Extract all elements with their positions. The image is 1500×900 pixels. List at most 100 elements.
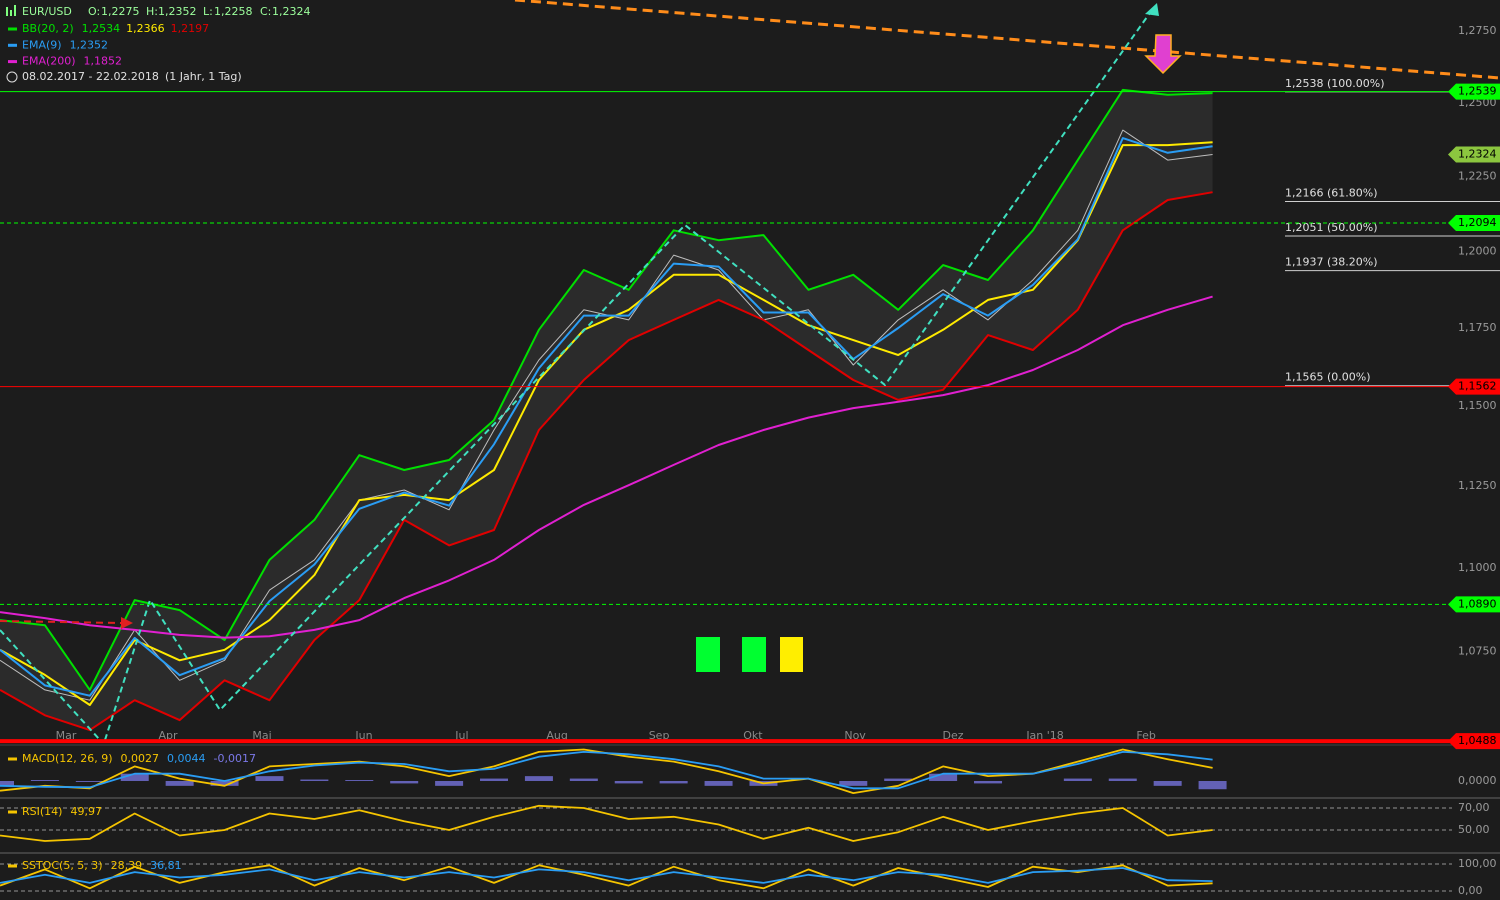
ohlc-value: 1,2275: [101, 5, 140, 18]
last-price-label: 1,2324: [1458, 148, 1497, 161]
legend-value: 1,1852: [84, 55, 123, 68]
down-arrow: [1144, 34, 1182, 75]
last-price-box: [1448, 146, 1500, 163]
histogram-bar: [974, 780, 1003, 784]
indicator-line: [0, 804, 1213, 842]
y-tick-label: 0,0000: [1458, 774, 1497, 787]
y-tick-label: 1,1250: [1458, 479, 1497, 492]
x-tick-label: Dez: [942, 729, 963, 742]
legend-icon: [8, 757, 17, 761]
histogram-bar: [75, 780, 104, 782]
histogram-bar: [390, 780, 419, 784]
legend-icon: [6, 7, 8, 16]
level-label: 1,1562: [1458, 380, 1497, 393]
histogram-bar: [1198, 780, 1227, 790]
legend-label: RSI(14): [22, 805, 62, 818]
legend-value: 1,2197: [171, 22, 210, 35]
period: 08.02.2017 - 22.02.2018: [22, 70, 159, 83]
histogram-bar: [839, 780, 868, 786]
fib-label: 1,2051 (50.00%): [1285, 221, 1378, 234]
legend-value: 0,0027: [121, 752, 160, 765]
y-tick-label: 1,1500: [1458, 399, 1497, 412]
histogram-bar: [0, 780, 14, 786]
level-label: 1,0890: [1458, 597, 1497, 610]
y-tick-label: 70,00: [1458, 801, 1490, 814]
ohlc-key: L:: [203, 5, 213, 18]
y-tick-label: 0,00: [1458, 884, 1483, 897]
x-tick-label: Jul: [454, 729, 468, 742]
ohlc-value: 1,2352: [158, 5, 197, 18]
ohlc-value: 1,2258: [214, 5, 253, 18]
histogram-bar: [704, 780, 733, 786]
histogram-bar: [524, 776, 553, 781]
level-label: 1,2539: [1458, 85, 1497, 98]
x-tick-label: Apr: [158, 729, 178, 742]
legend-value: -0,0017: [214, 752, 256, 765]
trend-channel: [104, 9, 1153, 741]
legend: EUR/USD O: 1,2275 H: 1,2352 L: 1,2258 C:…: [6, 5, 311, 83]
legend-value: 1,2366: [126, 22, 165, 35]
legend-value: 0,0044: [167, 752, 206, 765]
x-tick-label: Mai: [252, 729, 271, 742]
period-note: (1 Jahr, 1 Tag): [165, 70, 242, 83]
y-tick-label: 100,00: [1458, 857, 1497, 870]
histogram-bar: [884, 778, 913, 781]
legend-label: EMA(200): [22, 55, 76, 68]
level-box: [1448, 378, 1500, 395]
ohlc-key: H:: [146, 5, 158, 18]
histogram-bar: [929, 773, 958, 781]
legend-label: MACD(12, 26, 9): [22, 752, 113, 765]
signal-square: [742, 637, 766, 672]
legend-icon: [8, 60, 17, 64]
indicator-line: [0, 141, 1213, 706]
signal-square: [696, 637, 720, 672]
x-tick-label: Okt: [743, 729, 763, 742]
trend-line: [0, 629, 101, 741]
y-tick-label: 1,2250: [1458, 169, 1497, 182]
fib-label: 1,2166 (61.80%): [1285, 186, 1378, 199]
legend-icon: [10, 10, 12, 16]
legend-icon: [8, 810, 17, 814]
x-tick-label: Nov: [844, 729, 866, 742]
y-tick-label: 1,1000: [1458, 561, 1497, 574]
histogram-bar: [435, 780, 464, 786]
level-label: 1,0488: [1458, 734, 1497, 747]
ohlc-key: O:: [88, 5, 100, 18]
histogram-bar: [1063, 778, 1092, 781]
legend-value: 28,39: [111, 859, 143, 872]
fib-label: 1,2538 (100.00%): [1285, 77, 1385, 90]
plot-layers: 1,27501,25001,22501,20001,17501,15001,12…: [0, 24, 1497, 897]
histogram-bar: [165, 780, 194, 786]
indicator-line: [0, 137, 1213, 697]
x-tick-label: Aug: [546, 729, 567, 742]
x-tick-label: Mar: [56, 729, 77, 742]
legend-value: 1,2352: [70, 38, 109, 51]
level-label: 1,2094: [1458, 216, 1497, 229]
legend-value: 49,97: [70, 805, 102, 818]
symbol: EUR/USD: [22, 5, 72, 18]
ohlc-value: 1,2324: [272, 5, 311, 18]
resistance-line: [514, 0, 1500, 80]
x-tick-label: Jan '18: [1025, 729, 1063, 742]
legend-icon: [8, 27, 17, 31]
band-fill: [0, 89, 1213, 731]
legend-icon: [8, 864, 17, 868]
level-box: [1448, 596, 1500, 613]
level-box: [1448, 215, 1500, 232]
histogram-bar: [255, 776, 284, 781]
x-tick-label: Jun: [354, 729, 372, 742]
indicator-line: [0, 295, 1213, 639]
indicator-line: [0, 191, 1213, 732]
histogram-bar: [30, 780, 59, 781]
indicator-line: [0, 88, 1213, 691]
histogram-bar: [659, 780, 688, 784]
signal-arrowhead: [121, 617, 133, 629]
histogram-bar: [480, 778, 509, 781]
y-tick-label: 1,2000: [1458, 244, 1497, 257]
y-tick-label: 1,0750: [1458, 644, 1497, 657]
level-box: [1448, 83, 1500, 100]
signal-square: [780, 637, 803, 672]
histogram-bar: [345, 780, 374, 781]
